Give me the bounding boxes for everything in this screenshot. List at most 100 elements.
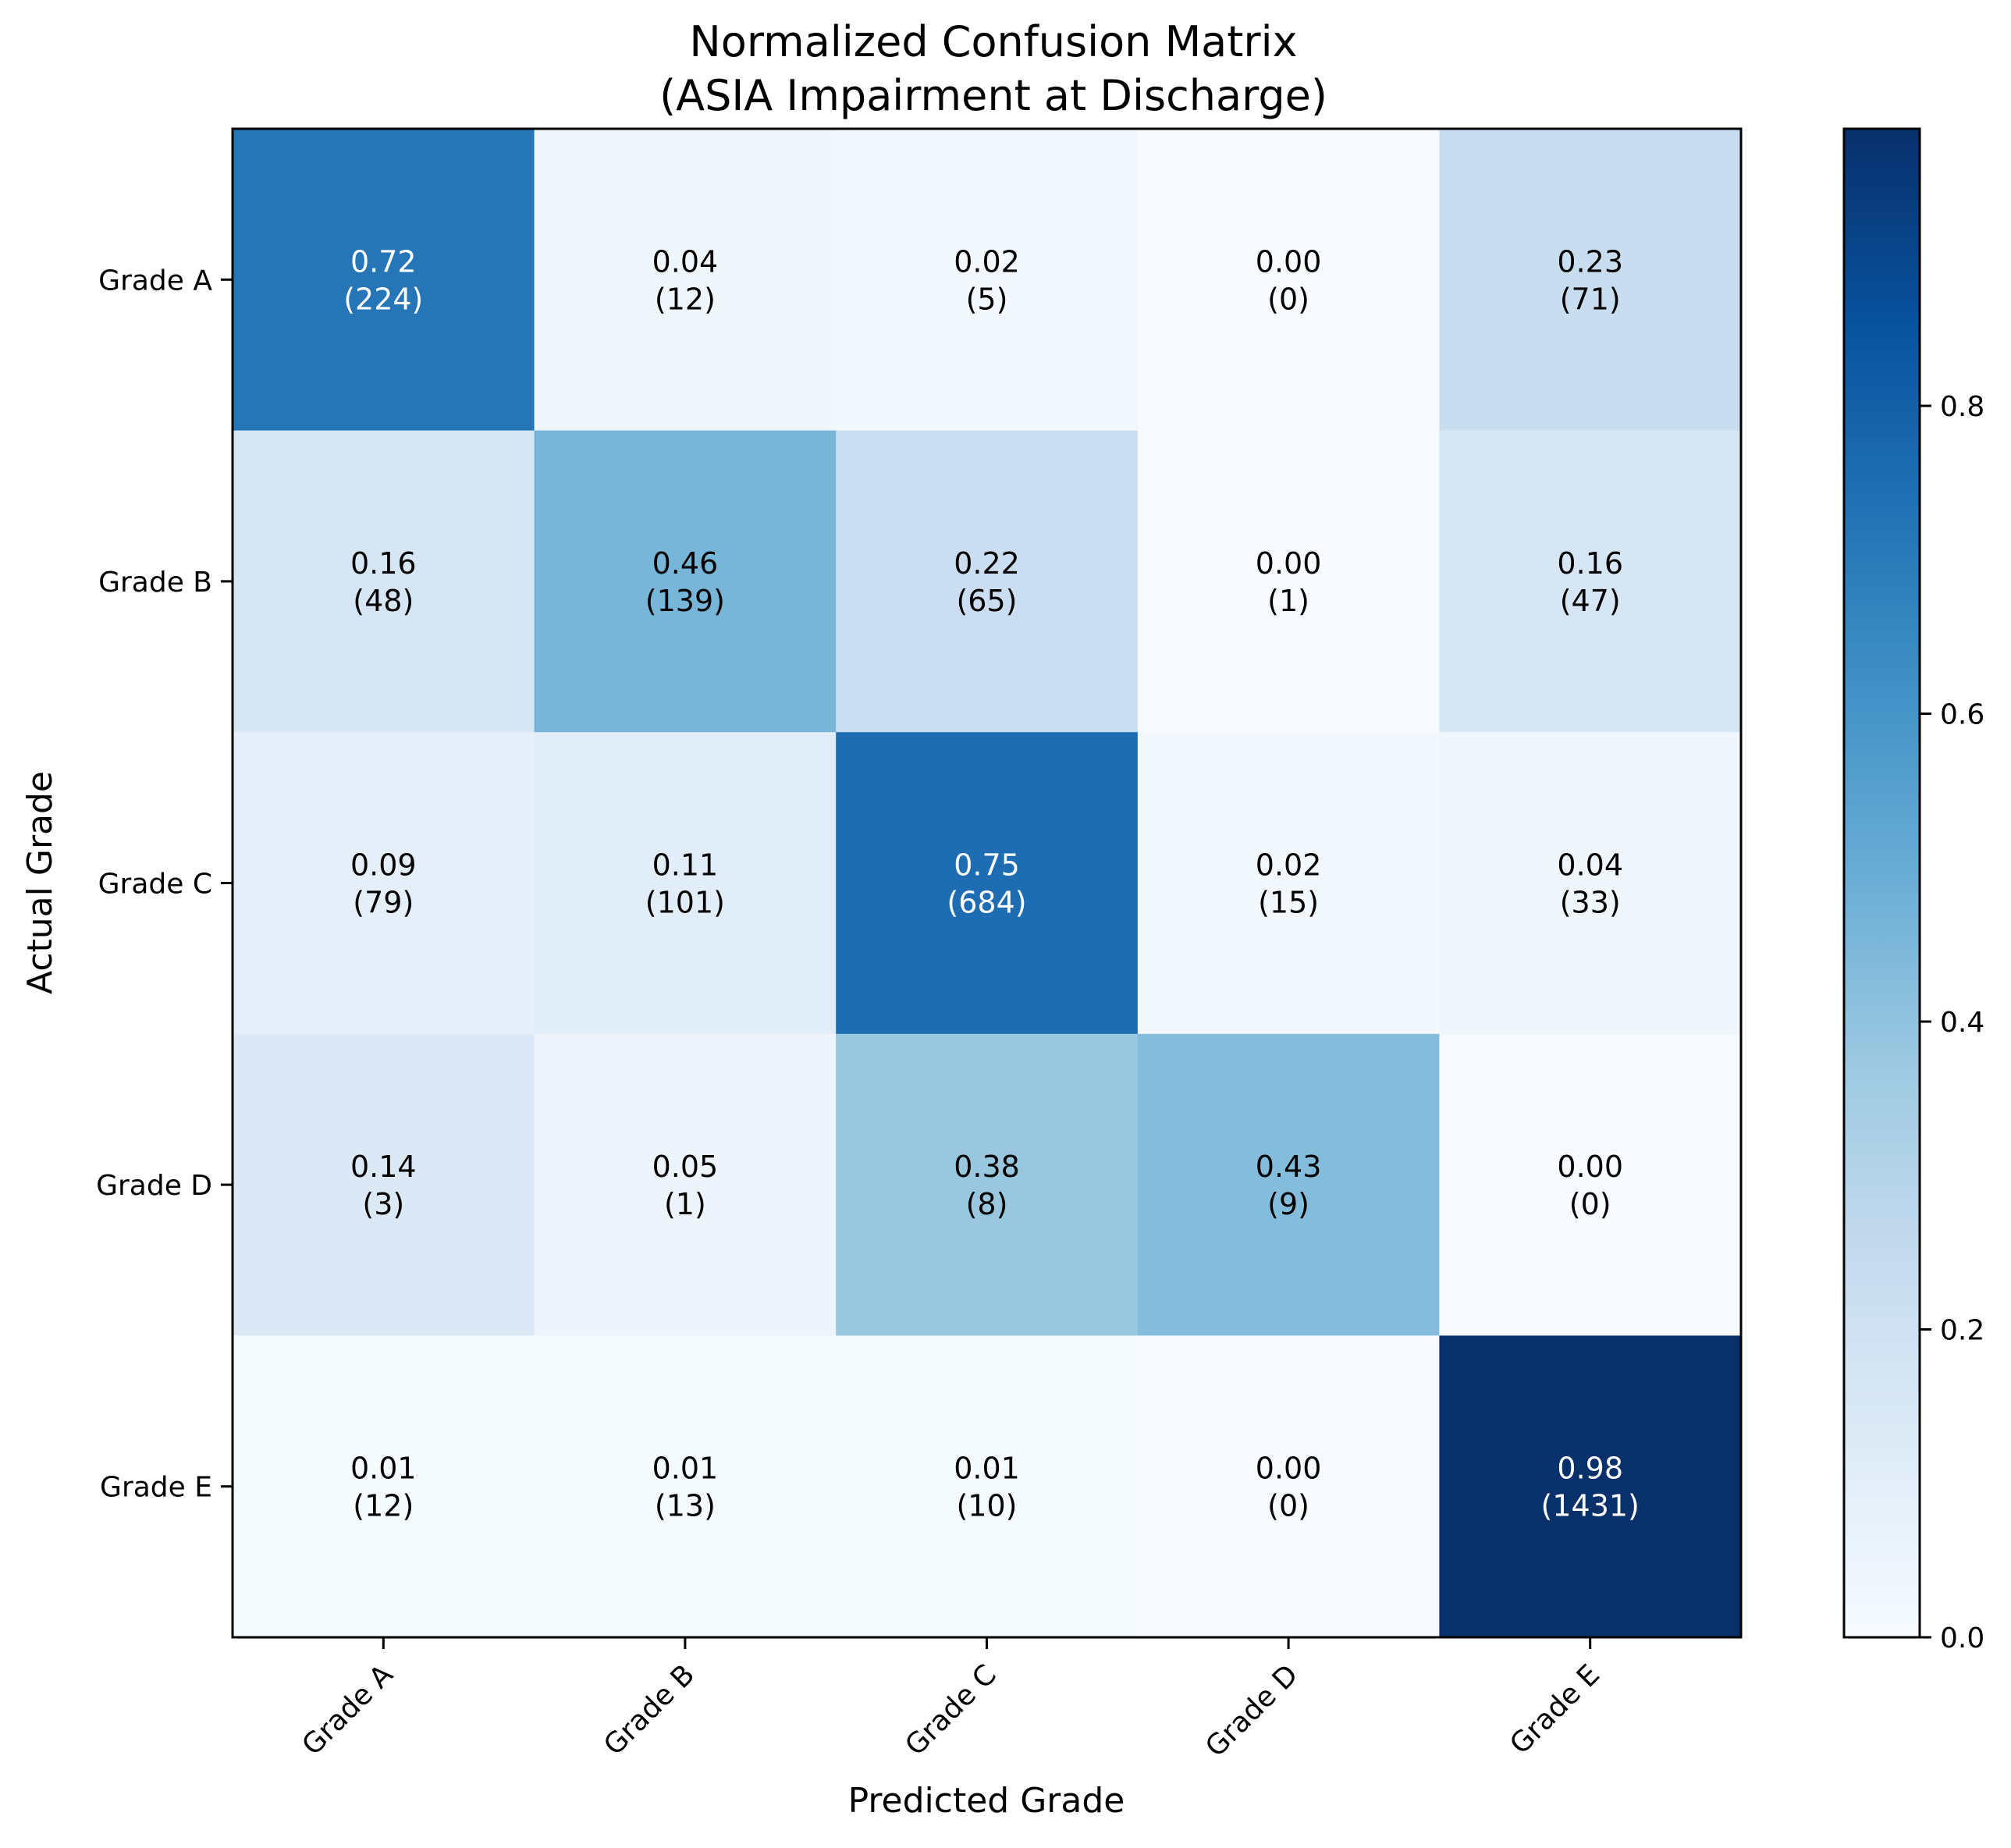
heatmap-cell [534, 129, 837, 432]
cell-count-label: (684) [947, 886, 1026, 920]
cell-value-label: 0.02 [1256, 848, 1322, 883]
cell-value-label: 0.00 [1256, 546, 1322, 581]
y-axis: Grade A Grade B Grade C Grade D Grade E [96, 265, 233, 1504]
cell-value-label: 0.00 [1256, 244, 1322, 279]
cell-value-label: 0.01 [652, 1452, 719, 1486]
cell-count-label: (1) [1267, 584, 1309, 618]
heatmap-cell [534, 430, 837, 733]
x-tick-label: Grade A [297, 1658, 400, 1761]
chart-title: Normalized Confusion Matrix [689, 17, 1297, 66]
cell-value-label: 0.00 [1557, 1150, 1623, 1184]
cell-value-label: 0.16 [1557, 546, 1623, 581]
heatmap-cell [836, 129, 1139, 432]
cell-count-label: (1431) [1541, 1489, 1640, 1523]
colorbar-tick-label: 0.2 [1940, 1315, 1984, 1347]
y-tick-label: Grade A [98, 265, 212, 297]
cell-count-label: (3) [362, 1187, 404, 1221]
cell-count-label: (12) [655, 282, 716, 316]
heatmap-cell [1137, 1033, 1440, 1336]
cell-value-label: 0.16 [350, 546, 417, 581]
heatmap-cell [534, 732, 837, 1035]
cell-count-label: (71) [1560, 282, 1621, 316]
cell-value-label: 0.22 [954, 546, 1020, 581]
heatmap-cell [1137, 430, 1440, 733]
heatmap-cell [1137, 1335, 1440, 1638]
cell-count-label: (139) [645, 584, 725, 618]
heatmap-cell [836, 1335, 1139, 1638]
cell-value-label: 0.01 [350, 1452, 417, 1486]
cell-value-label: 0.38 [954, 1150, 1020, 1184]
heatmap-cell [836, 732, 1139, 1035]
heatmap-cell [1439, 1033, 1742, 1336]
chart-subtitle: (ASIA Impairment at Discharge) [659, 71, 1327, 120]
heatmap-cell [1137, 129, 1440, 432]
cell-count-label: (5) [966, 282, 1008, 316]
y-tick-label: Grade C [98, 869, 212, 901]
y-axis-label: Actual Grade [20, 771, 60, 994]
cell-value-label: 0.98 [1557, 1452, 1623, 1486]
y-tick-label: Grade D [96, 1170, 212, 1202]
colorbar-tick-label: 0.0 [1940, 1622, 1984, 1654]
cell-count-label: (65) [956, 584, 1017, 618]
cell-count-label: (0) [1267, 282, 1309, 316]
heatmap-cell [233, 1033, 535, 1336]
cell-count-label: (48) [353, 584, 414, 618]
heatmap-cell [233, 732, 535, 1035]
x-tick-label: Grade B [598, 1658, 701, 1761]
x-axis: Grade A Grade B Grade C Grade D Grade E [297, 1637, 1606, 1764]
cell-count-label: (10) [956, 1489, 1017, 1523]
heatmap-cell [233, 129, 535, 432]
colorbar-tick-label: 0.6 [1940, 699, 1984, 731]
cell-value-label: 0.23 [1557, 244, 1623, 279]
x-tick-label: Grade C [899, 1658, 1002, 1761]
cell-count-label: (8) [966, 1187, 1008, 1221]
heatmap-cell [534, 1033, 837, 1336]
cell-value-label: 0.43 [1256, 1150, 1322, 1184]
cell-value-label: 0.01 [954, 1452, 1020, 1486]
cell-count-label: (79) [353, 886, 414, 920]
heatmap-cell [1439, 1335, 1742, 1638]
heatmap-cell [836, 1033, 1139, 1336]
cell-value-label: 0.14 [350, 1150, 417, 1184]
heatmap-cell [233, 1335, 535, 1638]
cell-count-label: (33) [1560, 886, 1621, 920]
colorbar-tick-label: 0.4 [1940, 1007, 1984, 1039]
cell-value-label: 0.05 [652, 1150, 719, 1184]
colorbar-tick-label: 0.8 [1940, 391, 1984, 423]
heatmap-cell [1439, 430, 1742, 733]
cell-count-label: (13) [655, 1489, 716, 1523]
cell-value-label: 0.04 [652, 244, 719, 279]
cell-value-label: 0.09 [350, 848, 417, 883]
cell-value-label: 0.72 [350, 244, 417, 279]
cell-value-label: 0.04 [1557, 848, 1623, 883]
cell-count-label: (12) [353, 1489, 414, 1523]
heatmap-cells [233, 129, 1742, 1638]
cell-value-label: 0.75 [954, 848, 1020, 883]
cell-value-label: 0.00 [1256, 1452, 1322, 1486]
colorbar [1842, 127, 1921, 1639]
heatmap-cell [1439, 732, 1742, 1035]
cell-value-label: 0.46 [652, 546, 719, 581]
heatmap-cell [233, 430, 535, 733]
x-axis-label: Predicted Grade [848, 1781, 1125, 1821]
y-tick-label: Grade B [98, 567, 212, 599]
cell-labels: 0.72(224)0.04(12)0.02(5)0.00(0)0.23(71)0… [343, 244, 1640, 1523]
heatmap-cell [836, 430, 1139, 733]
cell-value-label: 0.02 [954, 244, 1020, 279]
colorbar-ticks: 0.0 0.2 0.4 0.6 0.8 [1920, 391, 1984, 1654]
x-tick-label: Grade E [1504, 1658, 1606, 1761]
cell-count-label: (224) [343, 282, 423, 316]
cell-count-label: (1) [664, 1187, 706, 1221]
x-tick-label: Grade D [1199, 1658, 1304, 1763]
cell-count-label: (15) [1258, 886, 1319, 920]
cell-value-label: 0.11 [652, 848, 719, 883]
cell-count-label: (0) [1569, 1187, 1611, 1221]
cell-count-label: (9) [1267, 1187, 1309, 1221]
heatmap-cell [1137, 732, 1440, 1035]
cell-count-label: (0) [1267, 1489, 1309, 1523]
y-tick-label: Grade E [100, 1472, 212, 1504]
heatmap-cell [534, 1335, 837, 1638]
cell-count-label: (47) [1560, 584, 1621, 618]
cell-count-label: (101) [645, 886, 725, 920]
